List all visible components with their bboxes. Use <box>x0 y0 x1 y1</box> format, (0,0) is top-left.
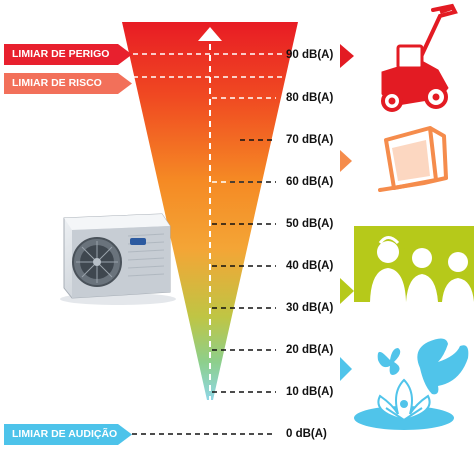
nature-pointer-icon <box>340 357 352 381</box>
hearing-threshold-arrow <box>4 424 132 445</box>
butterflies-icon <box>377 338 469 395</box>
level-50-label: 50 dB(A) <box>286 218 334 230</box>
level-90-label: 90 dB(A) <box>286 49 334 61</box>
danger-threshold-label: LIMIAR DE PERIGO <box>12 48 110 60</box>
television-icon <box>378 126 448 192</box>
level-20-label: 20 dB(A) <box>286 344 334 356</box>
people-talking-icon <box>354 226 474 302</box>
people-pointer-icon <box>340 278 354 304</box>
level-10-label: 10 dB(A) <box>286 386 334 398</box>
level-80-label: 80 dB(A) <box>286 92 334 104</box>
level-0-label: 0 dB(A) <box>286 428 327 440</box>
level-60-label: 60 dB(A) <box>286 176 334 188</box>
air-conditioner-unit-icon <box>60 213 176 305</box>
mower-pointer-icon <box>340 44 354 68</box>
hearing-threshold-label: LIMIAR DE AUDIÇÃO <box>12 428 118 440</box>
danger-threshold-arrow <box>4 44 132 65</box>
level-30-label: 30 dB(A) <box>286 302 334 314</box>
level-lines <box>132 53 284 435</box>
axis-arrow-icon <box>198 27 222 41</box>
tv-pointer-icon <box>340 150 352 172</box>
lawn-mower-icon <box>381 3 458 112</box>
risk-threshold-arrow <box>4 73 132 94</box>
level-70-label: 70 dB(A) <box>286 134 334 146</box>
level-40-label: 40 dB(A) <box>286 260 334 272</box>
risk-threshold-label: LIMIAR DE RISCO <box>12 77 102 89</box>
water-lily-icon <box>354 378 454 430</box>
